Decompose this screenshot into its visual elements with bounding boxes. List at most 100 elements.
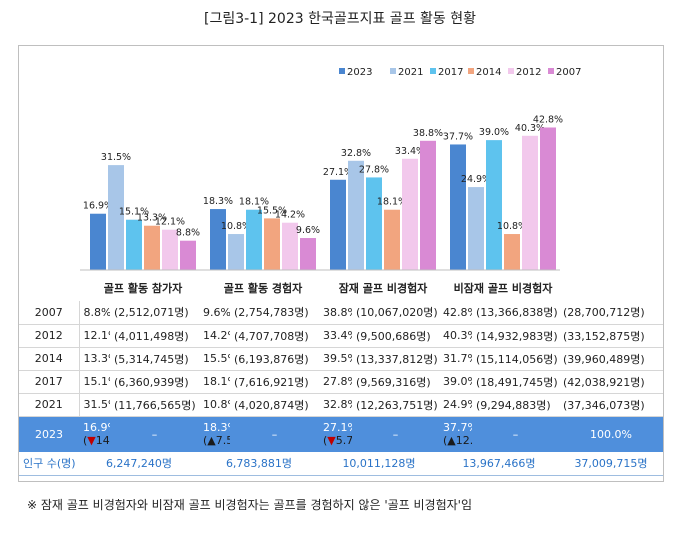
cell-percent: 12.1% [78,324,110,348]
cell-percent: 37.7% [443,421,472,435]
bar [450,144,466,270]
bar [330,179,346,270]
bar [180,240,196,270]
data-label: 18.1% [239,197,269,208]
up-arrow-icon: ▲ [207,434,216,448]
row-year: 2023 [19,416,79,452]
bar-chart: 2023 2021 2017 2014 2012 200716.9%31.5%15.1%1… [80,67,581,295]
data-label: 15.1% [119,207,149,218]
cell-count: (15,114,056명) [472,347,559,371]
cell-percent: 16.9% [83,421,110,435]
cell-count: (4,020,874명) [230,393,319,417]
legend-label: 2023 [347,67,372,78]
cell-percent: 18.1% [199,370,230,394]
cell-percent: 39.0% [439,370,472,394]
data-label: 37.7% [443,131,473,142]
cell-count: (6,193,876명) [230,347,319,371]
cell-percent: 18.3% [203,421,230,435]
bar [540,127,556,270]
cell-percent: 33.4% [319,324,352,348]
cell-percent: 31.7% [439,347,472,371]
cell-percent: 14.2% [199,324,230,348]
cell-percent-change: 27.1%(▼5.7) [319,416,352,452]
row-year: 2021 [19,393,79,417]
bar [468,187,484,270]
cell-count: (9,569,316명) [352,370,439,394]
cell-count: (9,294,883명) [472,393,559,417]
change-indicator: (▼5.7) [323,434,352,448]
row-year: 2014 [19,347,79,371]
cell-percent: 42.8% [439,301,472,325]
cell-percent: 8.8% [78,301,110,325]
cell-count: (6,360,939명) [110,370,199,394]
cell-count: (14,932,983명) [472,324,559,348]
legend-swatch [508,68,514,74]
bar [210,209,226,270]
bar [246,209,262,270]
data-label: 27.8% [359,164,389,175]
data-label: 31.5% [101,152,131,163]
cell-percent: 31.5% [78,393,110,417]
cell-percent: 15.1% [78,370,110,394]
change-indicator: (▲12.8) [443,434,472,448]
down-arrow-icon: ▼ [87,434,96,448]
cell-percent: 32.8% [319,393,352,417]
footnote: ※ 잠재 골프 비경험자와 비잠재 골프 비경험자는 골프를 경험하지 않은 '… [27,498,473,512]
row-year: 2017 [19,370,79,394]
table-row-2023: 202316.9%(▼14.6)–18.3%(▲7.5)–27.1%(▼5.7)… [19,416,663,452]
cell-count: (13,337,812명) [352,347,439,371]
cell-percent: 27.1% [323,421,352,435]
table-row: 2007 8.8% (2,512,071명) 9.6% (2,754,783명) 38.8… [19,301,663,325]
data-label: 27.1% [323,167,353,178]
data-label: 16.9% [83,201,113,212]
bar [348,160,364,270]
cell-count: (7,616,921명) [230,370,319,394]
bar [264,218,280,270]
bar [504,234,520,270]
cell-percent-change: 37.7%(▲12.8) [439,416,472,452]
data-label: 40.3% [515,123,545,134]
data-table: 2007 8.8% (2,512,071명) 9.6% (2,754,783명) 38.8… [19,301,663,476]
bar [162,229,178,270]
data-label: 15.5% [257,205,287,216]
bar [402,158,418,270]
cell-count: (2,754,783명) [230,301,319,325]
cell-percent: 9.6% [199,301,230,325]
data-label: 33.4% [395,146,425,157]
population-label: 인구 수(명) [19,452,79,476]
bar [420,140,436,270]
population-value: 13,967,466명 [439,452,559,476]
data-label: 14.2% [275,210,305,221]
legend-swatch [548,68,554,74]
legend-swatch [468,68,474,74]
data-label: 12.1% [155,217,185,228]
bar [144,225,160,270]
cell-dash: – [472,416,559,452]
cell-total: (39,960,489명) [559,347,663,371]
cell-percent: 38.8% [319,301,352,325]
cell-count: (10,067,020명) [352,301,439,325]
cell-total: (28,700,712명) [559,301,663,325]
legend-label: 2017 [438,67,463,78]
legend-swatch [339,68,345,74]
table-row: 202131.5%(11,766,565명)10.8%(4,020,874명)3… [19,393,663,417]
cell-dash: – [230,416,319,452]
bar [126,219,142,270]
cell-total: (33,152,875명) [559,324,663,348]
category-label: 잠재 골프 비경험자 [339,281,428,295]
up-arrow-icon: ▲ [447,434,456,448]
bar [366,177,382,270]
cell-count: (2,512,071명) [110,301,199,325]
cell-percent-change: 18.3%(▲7.5) [199,416,230,452]
cell-percent: 24.9% [439,393,472,417]
bar [522,135,538,270]
chart-frame [18,45,664,482]
data-label: 10.8% [221,221,251,232]
data-label: 8.8% [176,228,200,239]
bar [486,140,502,270]
page-title: [그림3-1] 2023 한국골프지표 골프 활동 현황 [204,11,476,27]
legend-label: 2014 [476,67,501,78]
cell-percent: 40.3% [439,324,472,348]
cell-dash: – [352,416,439,452]
legend-swatch [390,68,396,74]
